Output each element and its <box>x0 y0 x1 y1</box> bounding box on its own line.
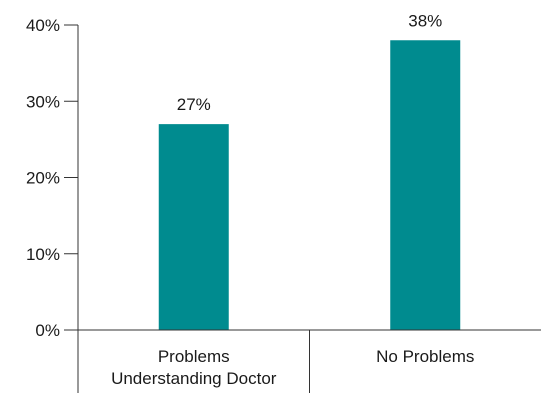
y-tick-label: 30% <box>26 92 60 111</box>
bar <box>390 40 461 330</box>
data-label: 27% <box>177 95 211 114</box>
y-tick-label: 20% <box>26 169 60 188</box>
x-category-label: No Problems <box>376 347 474 366</box>
x-category-label: Problems Understanding Doctor <box>111 347 277 388</box>
y-axis: 0% 10% 20% 30% 40% <box>26 16 79 340</box>
y-tick-label: 40% <box>26 16 60 35</box>
data-label: 38% <box>408 11 442 30</box>
bar <box>158 124 229 330</box>
y-tick-label: 0% <box>35 321 60 340</box>
bars: 27% 38% <box>158 11 461 330</box>
x-axis: Problems Understanding Doctor No Problems <box>77 329 541 393</box>
y-tick-label: 10% <box>26 245 60 264</box>
